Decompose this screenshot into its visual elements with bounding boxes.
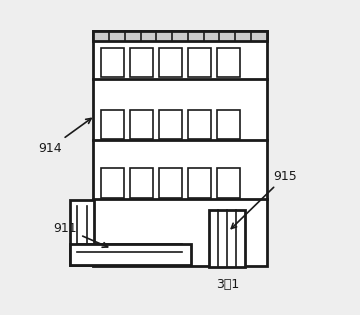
- Bar: [216, 48, 240, 77]
- Text: 914: 914: [38, 118, 91, 155]
- Bar: [216, 110, 240, 139]
- Bar: [70, 244, 191, 265]
- Bar: [159, 168, 182, 198]
- Bar: [188, 48, 211, 77]
- Bar: [188, 168, 211, 198]
- Bar: [188, 110, 211, 139]
- Bar: [159, 48, 182, 77]
- Bar: [216, 168, 240, 198]
- Bar: [130, 48, 153, 77]
- Text: 3选1: 3选1: [216, 278, 240, 291]
- Bar: [101, 48, 124, 77]
- Bar: [70, 200, 94, 265]
- Bar: [101, 168, 124, 198]
- Bar: [130, 168, 153, 198]
- Text: 915: 915: [231, 169, 297, 228]
- Bar: [93, 31, 267, 42]
- Bar: [159, 110, 182, 139]
- Bar: [93, 31, 267, 266]
- Bar: [101, 110, 124, 139]
- Text: 911: 911: [54, 222, 108, 247]
- Bar: [130, 110, 153, 139]
- Bar: [210, 210, 245, 267]
